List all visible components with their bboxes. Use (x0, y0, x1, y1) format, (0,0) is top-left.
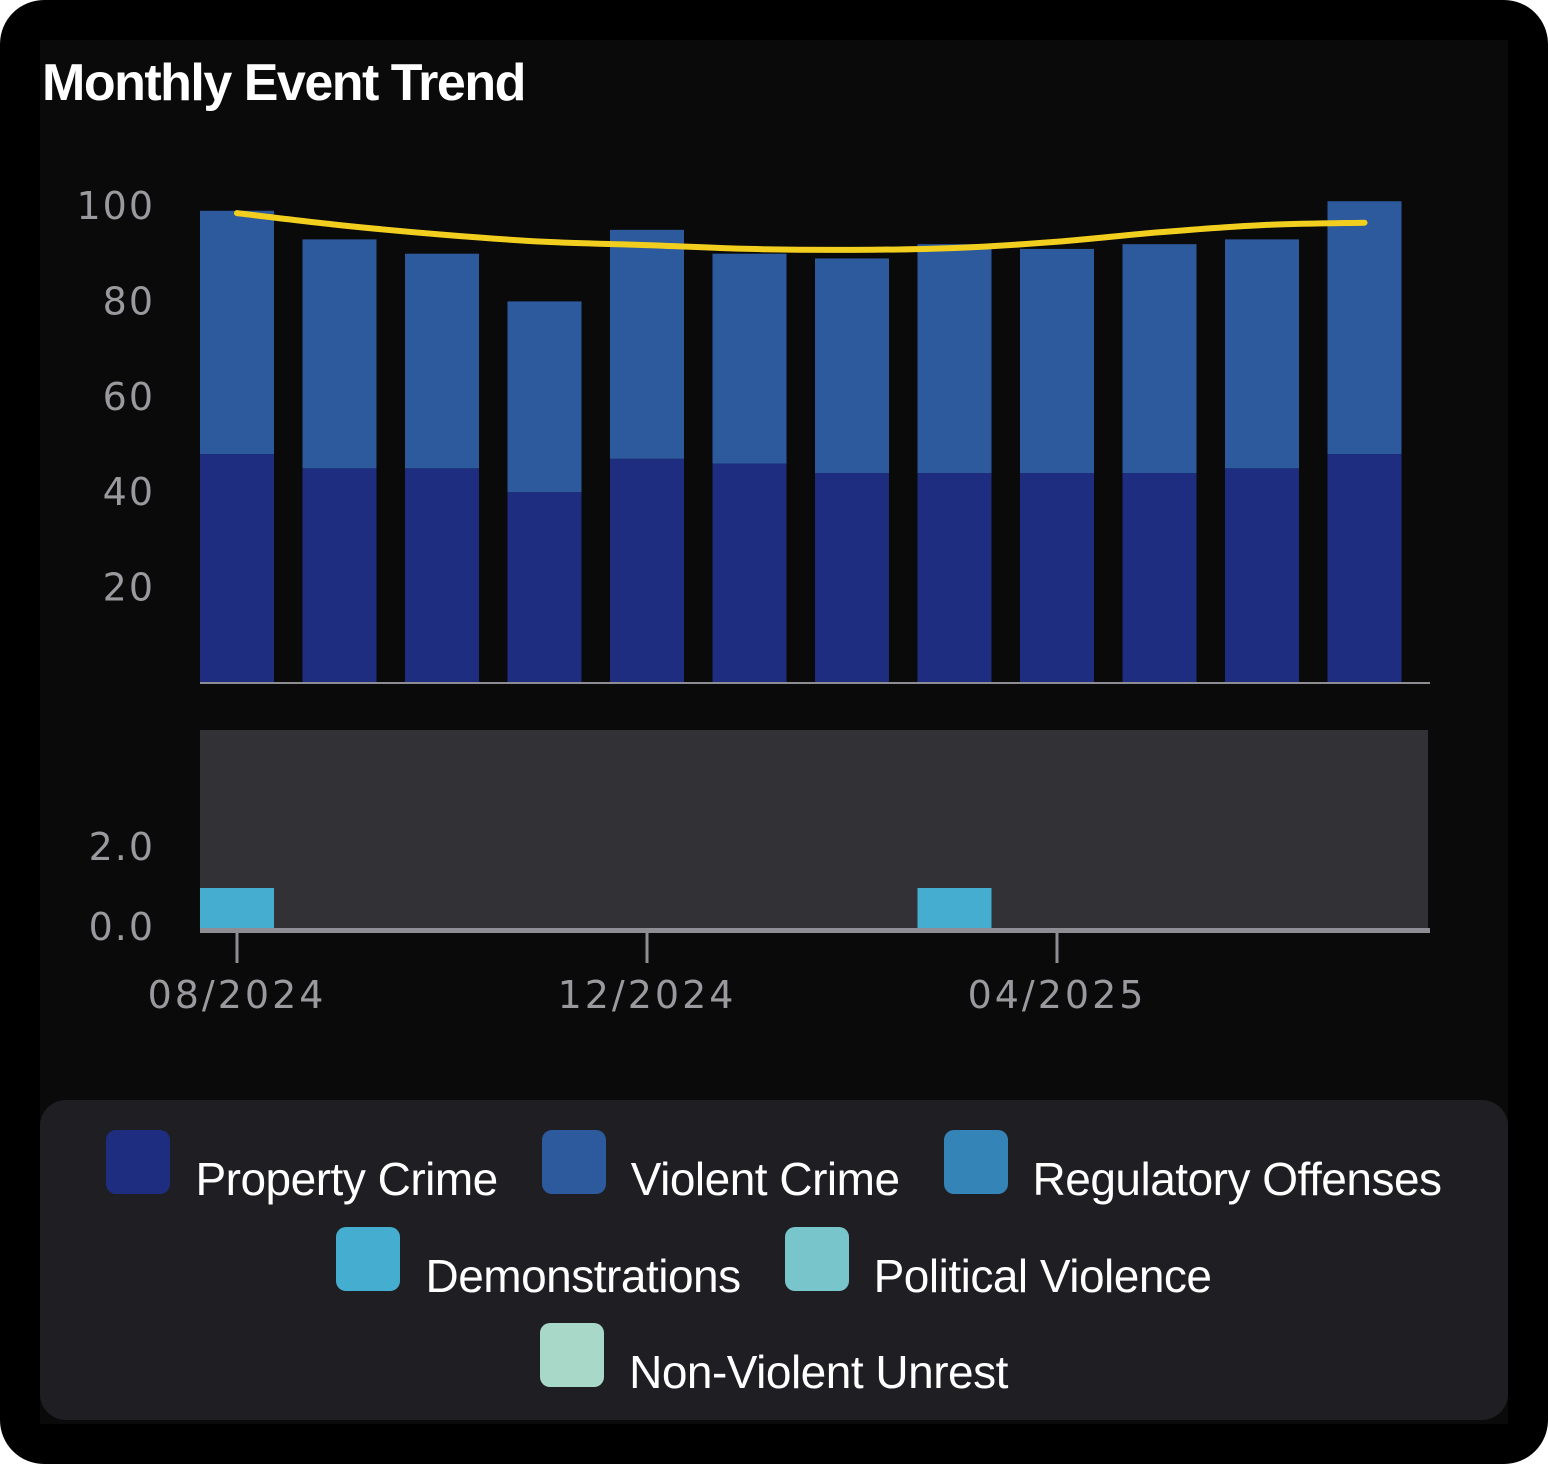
legend-label: Violent Crime (630, 1153, 900, 1205)
bar-property-crime-12-2024[interactable] (610, 458, 684, 683)
bar-property-crime-07-2025[interactable] (1327, 454, 1402, 683)
legend-item-non-violent-unrest[interactable]: Non-Violent Unrest (540, 1323, 1008, 1399)
bar-violent-crime-10-2024[interactable] (405, 253, 479, 469)
legend-row: Property Crime Violent Crime Regulatory Of… (40, 1130, 1508, 1220)
legend-swatch-property-crime (106, 1130, 171, 1194)
bar-demonstrations-08-2024[interactable] (200, 888, 274, 928)
bar-property-crime-04-2025[interactable] (1020, 473, 1094, 683)
monthly-event-trend-chart: 20 40 60 80 100 0.0 2.0 08/2024 12/2024 04/2025 (76, 184, 1430, 1017)
bar-property-crime-05-2025[interactable] (1122, 473, 1197, 683)
bar-property-crime-02-2025[interactable] (815, 473, 889, 683)
legend-label: Demonstrations (425, 1250, 741, 1302)
bar-property-crime-01-2025[interactable] (712, 463, 787, 683)
upper-y-tick-label: 20 (103, 566, 155, 610)
bar-violent-crime-11-2024[interactable] (507, 301, 582, 493)
legend-swatch-violent-crime (541, 1130, 606, 1194)
bar-violent-crime-12-2024[interactable] (610, 229, 684, 459)
upper-y-tick-label: 80 (103, 279, 155, 323)
bar-property-crime-06-2025[interactable] (1225, 468, 1299, 683)
bar-property-crime-08-2024[interactable] (200, 454, 274, 683)
legend-swatch-demonstrations (336, 1227, 401, 1291)
legend-swatch-non-violent-unrest (540, 1323, 605, 1387)
chart-legend: Property Crime Violent Crime Regulatory Of… (40, 1100, 1508, 1420)
bar-property-crime-03-2025[interactable] (917, 473, 992, 683)
legend-item-regulatory-offenses[interactable]: Regulatory Offenses (943, 1130, 1443, 1206)
legend-label: Political Violence (873, 1250, 1212, 1302)
lower-x-axis-line (200, 928, 1430, 933)
legend-item-property-crime[interactable]: Property Crime (106, 1130, 498, 1206)
legend-row: Demonstrations Political Violence (40, 1227, 1508, 1317)
upper-y-tick-label: 100 (76, 184, 155, 228)
trend-line (234, 210, 1368, 253)
x-tick-label: 08/2024 (148, 973, 327, 1017)
bar-violent-crime-03-2025[interactable] (917, 244, 992, 474)
bar-property-crime-09-2024[interactable] (302, 468, 377, 683)
bar-violent-crime-02-2025[interactable] (815, 258, 889, 474)
bar-violent-crime-07-2025[interactable] (1327, 201, 1402, 455)
bar-violent-crime-08-2024[interactable] (200, 210, 274, 455)
legend-item-demonstrations[interactable]: Demonstrations (336, 1227, 741, 1303)
upper-y-tick-label: 40 (103, 470, 155, 514)
bar-property-crime-10-2024[interactable] (405, 468, 479, 683)
bar-property-crime-11-2024[interactable] (507, 492, 582, 683)
lower-y-tick-label: 0.0 (89, 905, 155, 949)
upper-y-tick-label: 60 (103, 375, 155, 419)
legend-row: Non-Violent Unrest (40, 1323, 1508, 1413)
lower-y-tick-label: 2.0 (89, 825, 155, 869)
legend-label: Non-Violent Unrest (629, 1346, 1008, 1398)
legend-label: Regulatory Offenses (1032, 1153, 1443, 1205)
legend-label: Property Crime (195, 1153, 498, 1205)
bar-violent-crime-05-2025[interactable] (1122, 244, 1197, 474)
bar-violent-crime-09-2024[interactable] (302, 239, 377, 469)
bar-demonstrations-03-2025[interactable] (917, 888, 992, 928)
lower-panel-background (200, 730, 1428, 930)
bar-violent-crime-01-2025[interactable] (712, 253, 787, 464)
legend-swatch-political-violence (784, 1227, 849, 1291)
legend-swatch-regulatory-offenses (943, 1130, 1008, 1194)
bar-violent-crime-06-2025[interactable] (1225, 239, 1299, 469)
x-tick-label: 12/2024 (558, 973, 737, 1017)
bar-violent-crime-04-2025[interactable] (1020, 248, 1094, 474)
legend-item-violent-crime[interactable]: Violent Crime (541, 1130, 900, 1206)
chart-title: Monthly Event Trend (42, 54, 526, 112)
x-tick-label: 04/2025 (968, 973, 1147, 1017)
legend-item-political-violence[interactable]: Political Violence (784, 1227, 1212, 1303)
